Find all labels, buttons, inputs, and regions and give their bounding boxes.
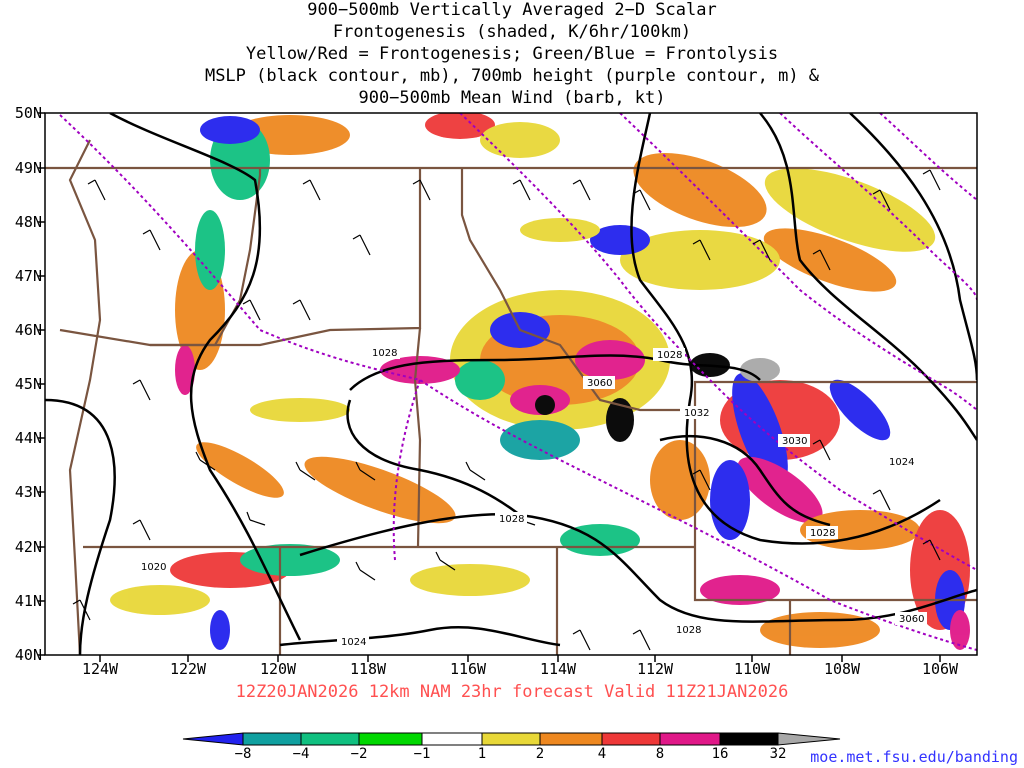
mslp-label: 1028 <box>372 348 397 359</box>
colorbar-swatch <box>300 732 360 746</box>
axis-ticks <box>38 112 941 662</box>
colorbar-swatch <box>659 732 721 746</box>
mslp-label: 1032 <box>684 408 709 419</box>
colorbar-label: 8 <box>655 746 665 762</box>
height-label: 3030 <box>782 436 807 447</box>
state-borders <box>45 139 977 655</box>
colorbar <box>182 732 841 746</box>
lon-label: 114W <box>539 660 577 678</box>
colorbar-label: 32 <box>769 746 787 762</box>
title-line-3: Yellow/Red = Frontogenesis; Green/Blue =… <box>245 44 779 64</box>
lon-label: 116W <box>449 660 487 678</box>
lat-label: 42N <box>14 538 42 556</box>
title-line-2: Frontogenesis (shaded, K/6hr/100km) <box>332 22 692 42</box>
mslp-label: 1028 <box>499 514 524 525</box>
credit-link[interactable]: moe.met.fsu.edu/banding <box>810 748 1018 766</box>
lat-label: 47N <box>14 267 42 285</box>
lat-label: 41N <box>14 592 42 610</box>
colorbar-label: −1 <box>413 746 431 762</box>
colorbar-swatch <box>358 732 423 746</box>
colorbar-swatch <box>719 732 779 746</box>
height-label: 3060 <box>587 378 612 389</box>
lon-label: 118W <box>349 660 387 678</box>
mslp-label: 1020 <box>141 562 166 573</box>
mslp-label: 1024 <box>341 637 366 648</box>
lon-label: 122W <box>169 660 207 678</box>
height-label: 3060 <box>899 614 924 625</box>
colorbar-swatch <box>481 732 541 746</box>
lat-label: 50N <box>14 104 42 122</box>
mslp-contours <box>45 113 977 655</box>
mslp-label: 1028 <box>657 350 682 361</box>
title-line-1: 900−500mb Vertically Averaged 2−D Scalar <box>307 0 717 20</box>
lat-label: 48N <box>14 213 42 231</box>
colorbar-swatch <box>242 732 302 746</box>
colorbar-label: −4 <box>292 746 310 762</box>
colorbar-swatch <box>182 732 244 746</box>
lat-label: 43N <box>14 483 42 501</box>
lon-label: 124W <box>81 660 119 678</box>
lon-label: 108W <box>823 660 861 678</box>
title-line-5: 900−500mb Mean Wind (barb, kt) <box>358 88 666 108</box>
colorbar-swatch <box>601 732 661 746</box>
title-line-4: MSLP (black contour, mb), 700mb height (… <box>204 66 820 86</box>
contour-labels: 1028 1028 1032 1024 1028 1028 1020 1024 … <box>137 346 927 648</box>
colorbar-swatch <box>777 732 841 746</box>
lon-label: 120W <box>259 660 297 678</box>
lat-label: 49N <box>14 159 42 177</box>
colorbar-label: 4 <box>597 746 607 762</box>
height-contours <box>59 113 977 651</box>
lat-label: 45N <box>14 375 42 393</box>
colorbar-label: 2 <box>535 746 545 762</box>
colorbar-label: −8 <box>234 746 252 762</box>
lon-label: 110W <box>733 660 771 678</box>
colorbar-swatch <box>421 732 483 746</box>
valid-time-text: 12Z20JAN2026 12km NAM 23hr forecast Vali… <box>235 682 789 702</box>
wind-barbs <box>72 169 941 651</box>
lon-label: 112W <box>636 660 674 678</box>
mslp-label: 1028 <box>676 625 701 636</box>
lon-label: 106W <box>921 660 959 678</box>
lat-label: 44N <box>14 429 42 447</box>
mslp-label: 1024 <box>889 457 914 468</box>
lat-label: 40N <box>14 646 42 664</box>
colorbar-swatch <box>539 732 603 746</box>
colorbar-label: −2 <box>350 746 368 762</box>
colorbar-label: 16 <box>711 746 729 762</box>
lat-label: 46N <box>14 321 42 339</box>
colorbar-label: 1 <box>477 746 487 762</box>
mslp-label: 1028 <box>810 528 835 539</box>
